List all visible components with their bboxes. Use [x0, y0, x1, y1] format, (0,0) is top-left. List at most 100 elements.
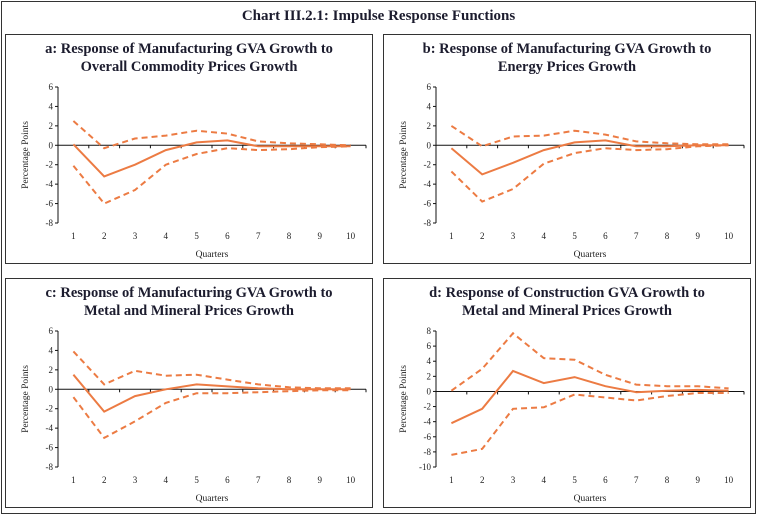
y-tick-label: -2: [46, 404, 54, 414]
x-tick-label: 1: [71, 475, 76, 485]
y-tick-label: 0: [427, 140, 432, 150]
panel-d-chart: d: Response of Construction GVA Growth t…: [399, 285, 745, 504]
panel-d-title-line: d: Response of Construction GVA Growth t…: [429, 285, 705, 301]
y-tick-label: 4: [49, 345, 54, 355]
panel-b: b: Response of Manufacturing GVA Growth …: [383, 34, 751, 264]
x-tick-label: 7: [256, 231, 261, 241]
x-tick-label: 4: [542, 231, 547, 241]
x-tick-label: 6: [225, 475, 230, 485]
x-tick-label: 3: [133, 231, 138, 241]
x-tick-label: 4: [164, 475, 169, 485]
y-tick-label: -8: [46, 218, 54, 228]
impulse-response-line: [450, 139, 729, 176]
x-tick-label: 3: [133, 475, 138, 485]
y-tick-label: 6: [427, 82, 432, 92]
y-tick-label: 4: [49, 101, 54, 111]
y-tick-label: 4: [427, 101, 432, 111]
y-tick-label: 6: [49, 82, 54, 92]
y-tick-label: -4: [424, 417, 432, 427]
x-tick-label: 9: [696, 231, 701, 241]
x-tick-label: 9: [318, 475, 323, 485]
y-tick-label: -6: [46, 199, 54, 209]
y-tick-label: -6: [46, 443, 54, 453]
impulse-response-line: [450, 369, 729, 425]
x-tick-label: 2: [102, 475, 107, 485]
panel-c-chart: c: Response of Manufacturing GVA Growth …: [21, 285, 367, 504]
panel-b-title-line: Energy Prices Growth: [498, 59, 636, 75]
y-tick-label: 2: [49, 121, 54, 131]
y-tick-label: 2: [427, 371, 432, 381]
x-tick-label: 5: [572, 231, 577, 241]
y-axis-label: Percentage Points: [21, 121, 31, 189]
y-tick-label: 0: [49, 384, 54, 394]
x-tick-label: 9: [696, 475, 701, 485]
panel-a-chart: a: Response of Manufacturing GVA Growth …: [21, 41, 367, 260]
panel-c: c: Response of Manufacturing GVA Growth …: [5, 278, 373, 508]
y-tick-label: 6: [49, 326, 54, 336]
y-tick-label: -10: [419, 462, 431, 472]
confidence-band-line: [451, 392, 729, 456]
confidence-band-line: [72, 350, 351, 390]
x-tick-label: 7: [256, 475, 261, 485]
x-tick-label: 8: [665, 475, 670, 485]
y-axis-label: Percentage Points: [399, 365, 409, 433]
x-tick-label: 1: [449, 475, 454, 485]
panel-b-chart: b: Response of Manufacturing GVA Growth …: [399, 41, 745, 260]
x-axis-label: Quarters: [574, 250, 607, 260]
y-tick-label: 8: [427, 326, 432, 336]
x-tick-label: 6: [603, 475, 608, 485]
x-axis-label: Quarters: [574, 494, 607, 504]
y-tick-label: -2: [424, 402, 432, 412]
x-tick-label: 8: [287, 231, 292, 241]
y-tick-label: -4: [46, 423, 54, 433]
panel-c-title-line: c: Response of Manufacturing GVA Growth …: [45, 285, 332, 301]
y-tick-label: -8: [424, 218, 432, 228]
y-tick-label: -8: [46, 462, 54, 472]
x-tick-label: 9: [318, 231, 323, 241]
y-axis-label: Percentage Points: [399, 121, 409, 189]
x-tick-label: 10: [724, 231, 734, 241]
x-axis-label: Quarters: [196, 250, 229, 260]
y-tick-label: 0: [49, 140, 54, 150]
x-tick-label: 7: [634, 231, 639, 241]
x-tick-label: 1: [71, 231, 76, 241]
x-tick-label: 10: [724, 475, 734, 485]
x-tick-label: 6: [225, 231, 230, 241]
x-tick-label: 5: [194, 231, 199, 241]
confidence-band-line: [450, 125, 729, 148]
panel-a-title-line: Overall Commodity Prices Growth: [81, 59, 298, 75]
x-tick-label: 2: [480, 231, 485, 241]
y-axis-label: Percentage Points: [21, 365, 31, 433]
confidence-band-line: [72, 389, 351, 440]
x-tick-label: 5: [194, 475, 199, 485]
confidence-band-line: [72, 120, 351, 150]
x-tick-label: 8: [665, 231, 670, 241]
y-tick-label: -8: [424, 447, 432, 457]
x-tick-label: 1: [449, 231, 454, 241]
x-tick-label: 3: [511, 475, 516, 485]
panel-a: a: Response of Manufacturing GVA Growth …: [5, 34, 373, 264]
confidence-band-line: [450, 144, 729, 203]
x-tick-label: 10: [346, 231, 356, 241]
y-tick-label: 2: [49, 365, 54, 375]
y-tick-label: -6: [424, 199, 432, 209]
x-tick-label: 2: [480, 475, 485, 485]
y-tick-label: -4: [46, 179, 54, 189]
confidence-band-line: [450, 331, 729, 392]
y-tick-label: 6: [427, 341, 432, 351]
y-tick-label: -2: [424, 160, 432, 170]
figure-title: Chart III.2.1: Impulse Response Function…: [241, 8, 516, 24]
y-tick-label: -4: [424, 179, 432, 189]
impulse-response-line: [72, 374, 351, 413]
panel-b-title-line: b: Response of Manufacturing GVA Growth …: [423, 41, 712, 57]
impulse-response-line: [72, 139, 351, 178]
x-tick-label: 5: [572, 475, 577, 485]
x-tick-label: 4: [542, 475, 547, 485]
confidence-band-line: [72, 145, 351, 205]
panel-a-title-line: a: Response of Manufacturing GVA Growth …: [45, 41, 333, 57]
y-tick-label: 2: [427, 121, 432, 131]
panel-c-title-line: Metal and Mineral Prices Growth: [84, 303, 294, 319]
panel-d-title-line: Metal and Mineral Prices Growth: [462, 303, 672, 319]
